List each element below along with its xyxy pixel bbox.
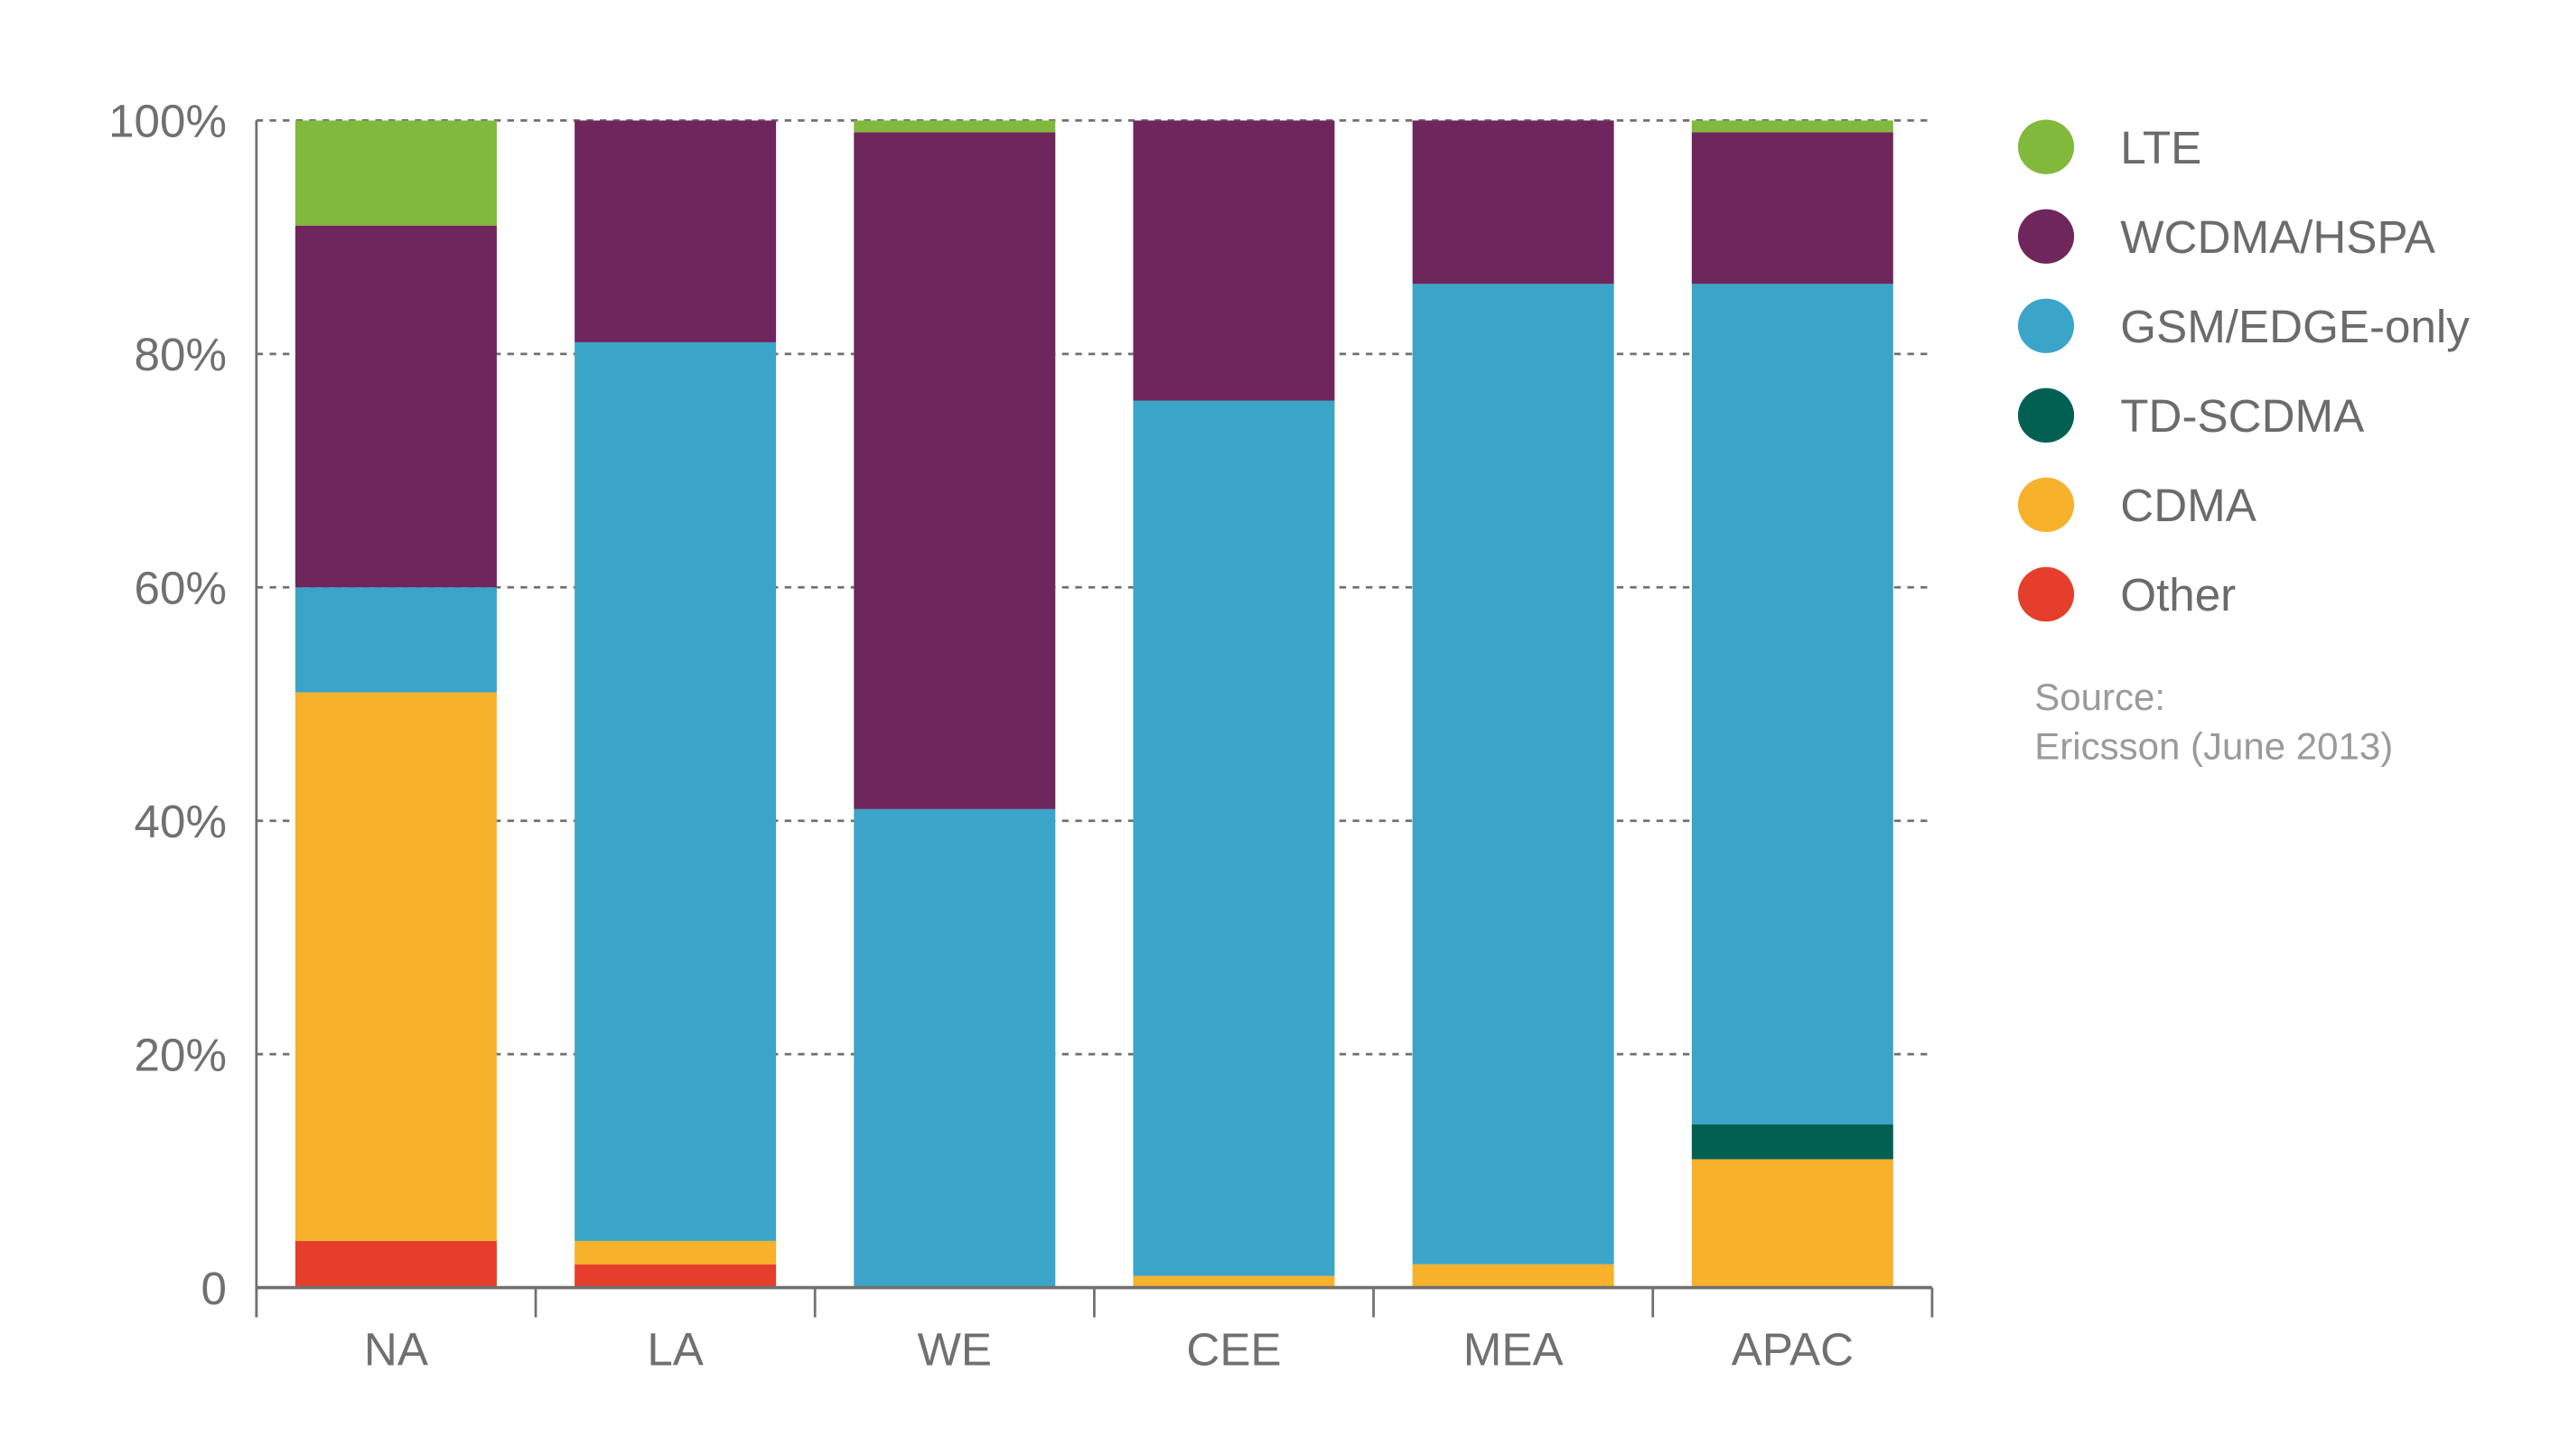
legend-item: GSM/EDGE-only <box>2017 298 2470 353</box>
bar-segment-apac-gsm-edge-only <box>1691 284 1893 1125</box>
x-tick-label: NA <box>364 1323 429 1375</box>
bar-segment-na-lte <box>294 120 497 226</box>
legend-swatch-icon <box>2017 387 2075 443</box>
bar-segment-cee-cdma <box>1133 1275 1335 1288</box>
bar-segment-na-cdma <box>294 692 497 1241</box>
y-tick-labels: 0 20% 40% 60% 80% 100% <box>108 96 227 1314</box>
legend-label: Other <box>2120 569 2236 621</box>
x-tick-label: CEE <box>1186 1323 1281 1375</box>
legend-swatch-icon <box>2017 566 2075 622</box>
x-tick-label: APAC <box>1732 1323 1855 1375</box>
bar-segment-na-other <box>294 1240 497 1288</box>
legend-swatch-icon <box>2017 298 2075 353</box>
y-tick-label: 100% <box>108 96 227 147</box>
bar-segment-we-lte <box>854 120 1056 133</box>
legend-swatch-icon <box>2017 477 2075 533</box>
bar-segment-la-gsm-edge-only <box>575 341 777 1241</box>
y-tick-label: 0 <box>201 1263 226 1314</box>
x-tick-labels: NA LA WE CEE MEA APAC <box>364 1323 1854 1375</box>
source-label: Source: <box>2034 676 2165 718</box>
legend-item: TD-SCDMA <box>2017 387 2365 443</box>
bar-segment-apac-wcdma-hspa <box>1691 132 1893 285</box>
legend-label: LTE <box>2120 122 2201 173</box>
gridlines <box>256 119 1932 1056</box>
bar-segment-mea-cdma <box>1412 1264 1614 1288</box>
bar-segment-mea-wcdma-hspa <box>1412 120 1614 285</box>
bar-segment-apac-lte <box>1691 120 1893 133</box>
legend-label: TD-SCDMA <box>2120 390 2365 442</box>
legend-item: WCDMA/HSPA <box>2017 209 2436 264</box>
bar-segment-we-gsm-edge-only <box>854 808 1056 1288</box>
legend-item: LTE <box>2017 119 2201 174</box>
bar-segment-na-gsm-edge-only <box>294 587 497 693</box>
legend-label: CDMA <box>2120 480 2257 531</box>
legend-item: CDMA <box>2017 477 2257 533</box>
axes <box>255 120 1934 1318</box>
bars <box>294 120 1893 1288</box>
legend-swatch-icon <box>2017 209 2075 264</box>
source-text: Ericsson (June 2013) <box>2034 725 2393 768</box>
bar-segment-apac-td-scdma <box>1691 1124 1893 1160</box>
legend-swatch-icon <box>2017 119 2075 174</box>
legend: LTE WCDMA/HSPA GSM/EDGE-only TD-SCDMA CDMA Ot… <box>2017 119 2470 622</box>
y-tick-label: 80% <box>135 329 227 380</box>
bar-segment-na-wcdma-hspa <box>294 225 497 588</box>
bar-segment-la-other <box>575 1264 777 1288</box>
bar-segment-la-cdma <box>575 1240 777 1265</box>
x-tick-label: WE <box>918 1323 992 1375</box>
y-tick-label: 60% <box>135 563 227 614</box>
y-tick-label: 20% <box>135 1029 227 1080</box>
bar-segment-cee-wcdma-hspa <box>1133 120 1335 401</box>
bar-segment-we-wcdma-hspa <box>854 132 1056 809</box>
bar-segment-la-wcdma-hspa <box>575 120 777 342</box>
legend-label: GSM/EDGE-only <box>2120 301 2470 352</box>
bar-segment-mea-gsm-edge-only <box>1412 284 1614 1265</box>
x-tick-label: MEA <box>1463 1323 1565 1375</box>
bar-segment-cee-gsm-edge-only <box>1133 400 1335 1276</box>
y-tick-label: 40% <box>135 796 227 847</box>
x-tick-label: LA <box>647 1323 704 1375</box>
legend-label: WCDMA/HSPA <box>2120 211 2436 263</box>
bar-segment-apac-cdma <box>1691 1159 1893 1288</box>
legend-item: Other <box>2017 566 2236 622</box>
